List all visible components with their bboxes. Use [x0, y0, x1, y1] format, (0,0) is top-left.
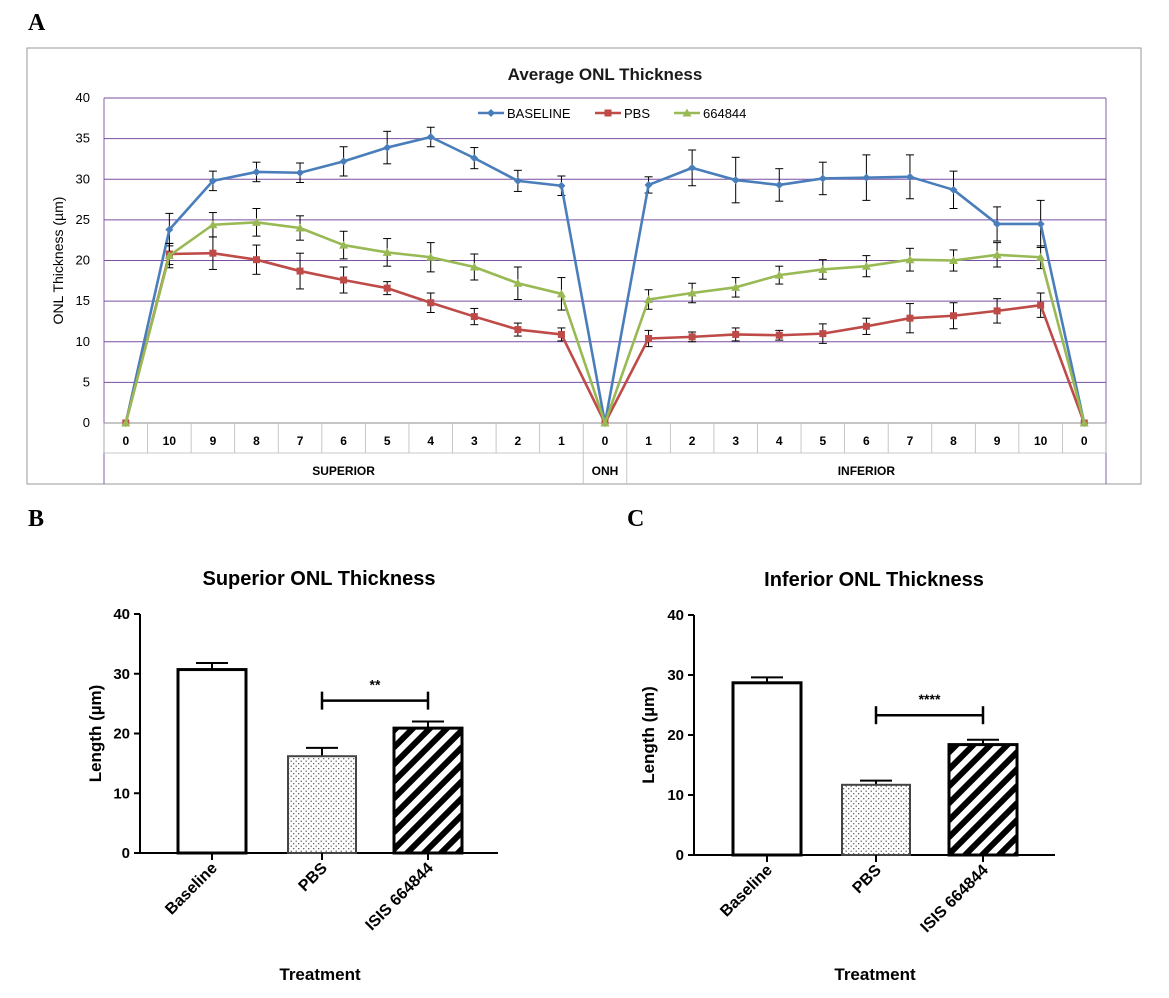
y-tick-label: 20	[113, 726, 130, 743]
chart-title: Inferior ONL Thickness	[764, 569, 984, 591]
y-tick-label: 40	[76, 90, 90, 105]
y-tick-label: 30	[76, 171, 90, 186]
data-point	[689, 333, 696, 340]
x-tick-label: ISIS 664844	[918, 862, 992, 936]
group-label: INFERIOR	[838, 464, 896, 478]
chart-a-title: Average ONL Thickness	[508, 65, 703, 84]
y-axis-label: ONL Thickness (µm)	[50, 197, 66, 325]
data-point	[558, 331, 565, 338]
x-tick-label: 8	[950, 434, 957, 448]
bar	[949, 745, 1017, 855]
x-tick-label: 4	[776, 434, 783, 448]
y-tick-label: 25	[76, 212, 90, 227]
y-tick-label: 10	[76, 334, 90, 349]
x-tick-label: 10	[163, 434, 177, 448]
bar	[178, 670, 246, 853]
y-tick-label: 40	[667, 607, 684, 624]
group-label: SUPERIOR	[312, 464, 375, 478]
x-tick-label: 3	[732, 434, 739, 448]
data-point	[863, 323, 870, 330]
legend-marker	[605, 110, 612, 117]
x-axis-label: Treatment	[279, 965, 361, 984]
y-tick-label: 30	[667, 667, 684, 684]
chart-title: Superior ONL Thickness	[202, 568, 435, 590]
bar	[842, 785, 910, 855]
x-tick-label: 6	[863, 434, 870, 448]
legend-label: PBS	[624, 106, 650, 121]
x-tick-label: 6	[340, 434, 347, 448]
x-tick-label: 7	[297, 434, 304, 448]
bar	[733, 683, 801, 855]
x-tick-label: 2	[689, 434, 696, 448]
bar	[394, 728, 462, 853]
data-point	[209, 250, 216, 257]
significance-label: ****	[919, 691, 941, 707]
data-point	[340, 277, 347, 284]
x-tick-label: 4	[427, 434, 434, 448]
x-tick-label: 9	[210, 434, 217, 448]
x-tick-label: 0	[122, 434, 129, 448]
y-tick-label: 15	[76, 293, 90, 308]
y-tick-label: 35	[76, 131, 90, 146]
panel-label-c: C	[627, 506, 644, 532]
x-tick-label: 7	[907, 434, 914, 448]
y-tick-label: 10	[667, 787, 684, 804]
x-tick-label: 8	[253, 434, 260, 448]
panel-label-a: A	[28, 10, 46, 36]
y-axis-label: Length (µm)	[639, 686, 658, 784]
y-tick-label: 20	[76, 253, 90, 268]
x-tick-label: 5	[819, 434, 826, 448]
legend-label: 664844	[703, 106, 746, 121]
data-point	[645, 335, 652, 342]
x-tick-label: Baseline	[162, 860, 221, 919]
chart-a-frame	[27, 48, 1141, 484]
x-tick-label: 10	[1034, 434, 1048, 448]
y-tick-label: 30	[113, 666, 130, 683]
x-tick-label: PBS	[296, 860, 332, 896]
x-tick-label: ISIS 664844	[363, 860, 437, 934]
x-tick-label: 3	[471, 434, 478, 448]
data-point	[776, 332, 783, 339]
x-tick-label: 0	[1081, 434, 1088, 448]
data-point	[384, 285, 391, 292]
data-point	[253, 256, 260, 263]
y-tick-label: 40	[113, 606, 130, 623]
bar	[288, 756, 356, 853]
legend-label: BASELINE	[507, 106, 571, 121]
data-point	[297, 268, 304, 275]
data-point	[514, 326, 521, 333]
x-tick-label: Baseline	[717, 862, 776, 921]
x-axis-label: Treatment	[834, 965, 916, 984]
data-point	[1037, 302, 1044, 309]
data-point	[906, 315, 913, 322]
data-point	[471, 313, 478, 320]
y-tick-label: 0	[83, 415, 90, 430]
significance-label: **	[370, 677, 381, 693]
x-tick-label: 1	[558, 434, 565, 448]
x-tick-label: PBS	[850, 862, 886, 898]
y-tick-label: 5	[83, 374, 90, 389]
panel-label-b: B	[28, 506, 44, 532]
data-point	[950, 312, 957, 319]
y-tick-label: 0	[122, 845, 130, 862]
x-tick-label: 1	[645, 434, 652, 448]
data-point	[732, 331, 739, 338]
data-point	[819, 330, 826, 337]
y-axis-label: Length (µm)	[86, 685, 105, 783]
y-tick-label: 20	[667, 727, 684, 744]
x-tick-label: 0	[602, 434, 609, 448]
x-tick-label: 5	[384, 434, 391, 448]
figure: A B C Average ONL Thickness0510152025303…	[0, 0, 1169, 998]
data-point	[427, 299, 434, 306]
y-tick-label: 0	[676, 847, 684, 864]
chart-c: Inferior ONL Thickness 0 10 20 30 40 Length (µ…	[639, 569, 1055, 984]
x-tick-label: 2	[515, 434, 522, 448]
x-tick-label: 9	[994, 434, 1001, 448]
chart-b: Superior ONL Thickness 0 10 20 30 40 Length (µ…	[86, 568, 498, 984]
group-label: ONH	[592, 464, 619, 478]
y-tick-label: 10	[113, 785, 130, 802]
data-point	[994, 307, 1001, 314]
